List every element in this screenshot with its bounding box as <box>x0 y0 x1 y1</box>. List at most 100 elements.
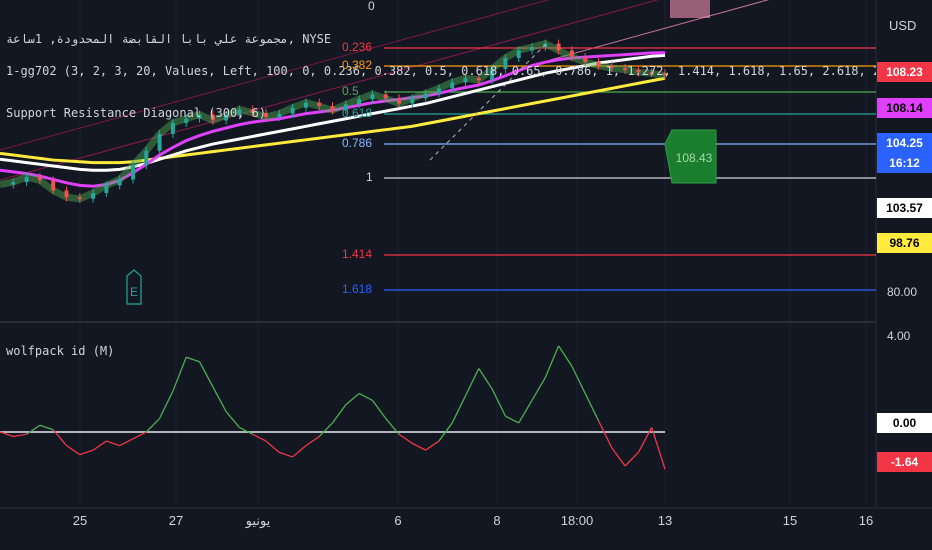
osc-segment <box>531 377 546 401</box>
currency-label[interactable]: USD <box>889 18 917 33</box>
candle-body <box>117 179 122 186</box>
osc-segment <box>464 368 480 397</box>
ma-white-line <box>0 53 666 172</box>
osc-segment <box>26 424 41 435</box>
indicator-legend-wolfpack: wolfpack id (M) <box>6 344 115 358</box>
osc-tag-1: -1.64 <box>877 452 932 472</box>
trend-dashed-line <box>429 41 549 161</box>
osc-segment <box>252 433 267 442</box>
osc-segment <box>624 451 639 467</box>
candle-body <box>210 114 215 121</box>
candle-body <box>423 93 428 99</box>
time-label-8: 16 <box>858 513 874 528</box>
osc-segment <box>425 440 440 451</box>
diagonal-line-1 <box>0 0 659 181</box>
osc-segment <box>265 440 280 453</box>
osc-segment <box>345 392 360 406</box>
osc-segment <box>478 368 493 390</box>
fib-label-2: 0.5 <box>342 84 359 98</box>
candle-body <box>596 62 601 66</box>
candle-body <box>250 109 255 113</box>
candle-body <box>131 165 135 180</box>
candle-body <box>91 192 96 199</box>
fib-label-4: 0.786 <box>342 136 373 150</box>
time-label-3: 6 <box>394 513 402 528</box>
osc-segment <box>0 431 14 438</box>
candle-body <box>357 99 362 105</box>
target-box <box>664 129 717 184</box>
indicator-legend-fib: 1-gg702 (3, 2, 3, 20, Values, Left, 100,… <box>6 64 876 78</box>
time-label-5: 18:00 <box>560 513 594 528</box>
osc-segment <box>172 356 187 392</box>
osc-segment <box>52 429 67 447</box>
candle-body <box>476 78 481 81</box>
candle-body <box>197 114 202 119</box>
osc-top-label: 4.00 <box>887 329 911 343</box>
candle-body <box>649 72 654 75</box>
time-label-2: يونيو <box>245 513 271 528</box>
osc-segment <box>637 427 653 453</box>
osc-segment <box>651 427 666 470</box>
candle-body <box>609 65 614 69</box>
price-tag-1[interactable]: 108.14 <box>877 98 932 118</box>
indicator-legend-sr: Support Resistance Diagonal (300, 6) <box>6 106 267 120</box>
target-box-label: 108.43 <box>676 151 713 165</box>
fib-label-3: 0.618 <box>342 106 373 120</box>
osc-segment <box>371 399 387 419</box>
osc-segment <box>385 417 400 435</box>
candle-body <box>663 73 667 76</box>
candle-body <box>330 106 335 111</box>
osc-segment <box>505 415 519 424</box>
osc-segment <box>198 361 214 387</box>
candle-body <box>24 176 29 182</box>
osc-segment <box>398 433 413 444</box>
candle-body <box>264 112 268 118</box>
candle-body <box>436 88 441 94</box>
candle-body <box>583 57 588 63</box>
ma-yellow-line <box>0 76 666 165</box>
osc-segment <box>358 392 373 401</box>
osc-segment <box>239 426 253 435</box>
candle-body <box>450 82 455 89</box>
price-tag-4[interactable]: 103.57 <box>877 198 932 218</box>
candle-body <box>569 50 574 58</box>
osc-segment <box>451 395 467 424</box>
osc-segment <box>106 440 120 447</box>
price-tag-0[interactable]: 108.23 <box>877 62 932 82</box>
candle-body <box>383 94 388 99</box>
osc-segment <box>66 445 81 456</box>
candle-body <box>463 78 468 83</box>
candle-body <box>503 57 508 69</box>
fib-label-5: 1 <box>366 170 373 184</box>
time-label-4: 8 <box>493 513 501 528</box>
price-tag-2[interactable]: 104.25 <box>877 133 932 153</box>
osc-segment <box>318 422 333 437</box>
diagonal-line-3 <box>549 0 770 61</box>
price-label-80: 80.00 <box>887 285 918 299</box>
fib-label-0: 0.236 <box>342 40 373 54</box>
candle-body <box>530 47 534 51</box>
candle-body <box>104 185 109 193</box>
osc-segment <box>92 440 107 451</box>
osc-segment <box>79 449 94 456</box>
candle-body <box>170 122 175 134</box>
diagonal-line-2 <box>0 0 550 151</box>
symbol-legend: مجموعة علي بابا القابضة المحدودة, 1ساعة,… <box>6 32 332 46</box>
fib-top-box <box>670 0 710 18</box>
e-marker-shape <box>126 269 142 305</box>
candle-body <box>37 176 42 181</box>
osc-segment <box>145 417 161 433</box>
osc-segment <box>331 404 347 424</box>
candle-body <box>157 133 162 151</box>
candle-body <box>290 107 295 114</box>
candle-body <box>623 68 628 71</box>
price-tag-3[interactable]: 16:12 <box>877 153 932 173</box>
candle-body <box>516 50 521 58</box>
osc-segment <box>584 393 600 421</box>
candle-body <box>224 115 229 121</box>
time-label-0: 25 <box>72 513 88 528</box>
price-tag-5[interactable]: 98.76 <box>877 233 932 253</box>
candle-body <box>317 102 322 107</box>
fib-lines <box>384 47 876 291</box>
osc-segment <box>132 431 147 440</box>
